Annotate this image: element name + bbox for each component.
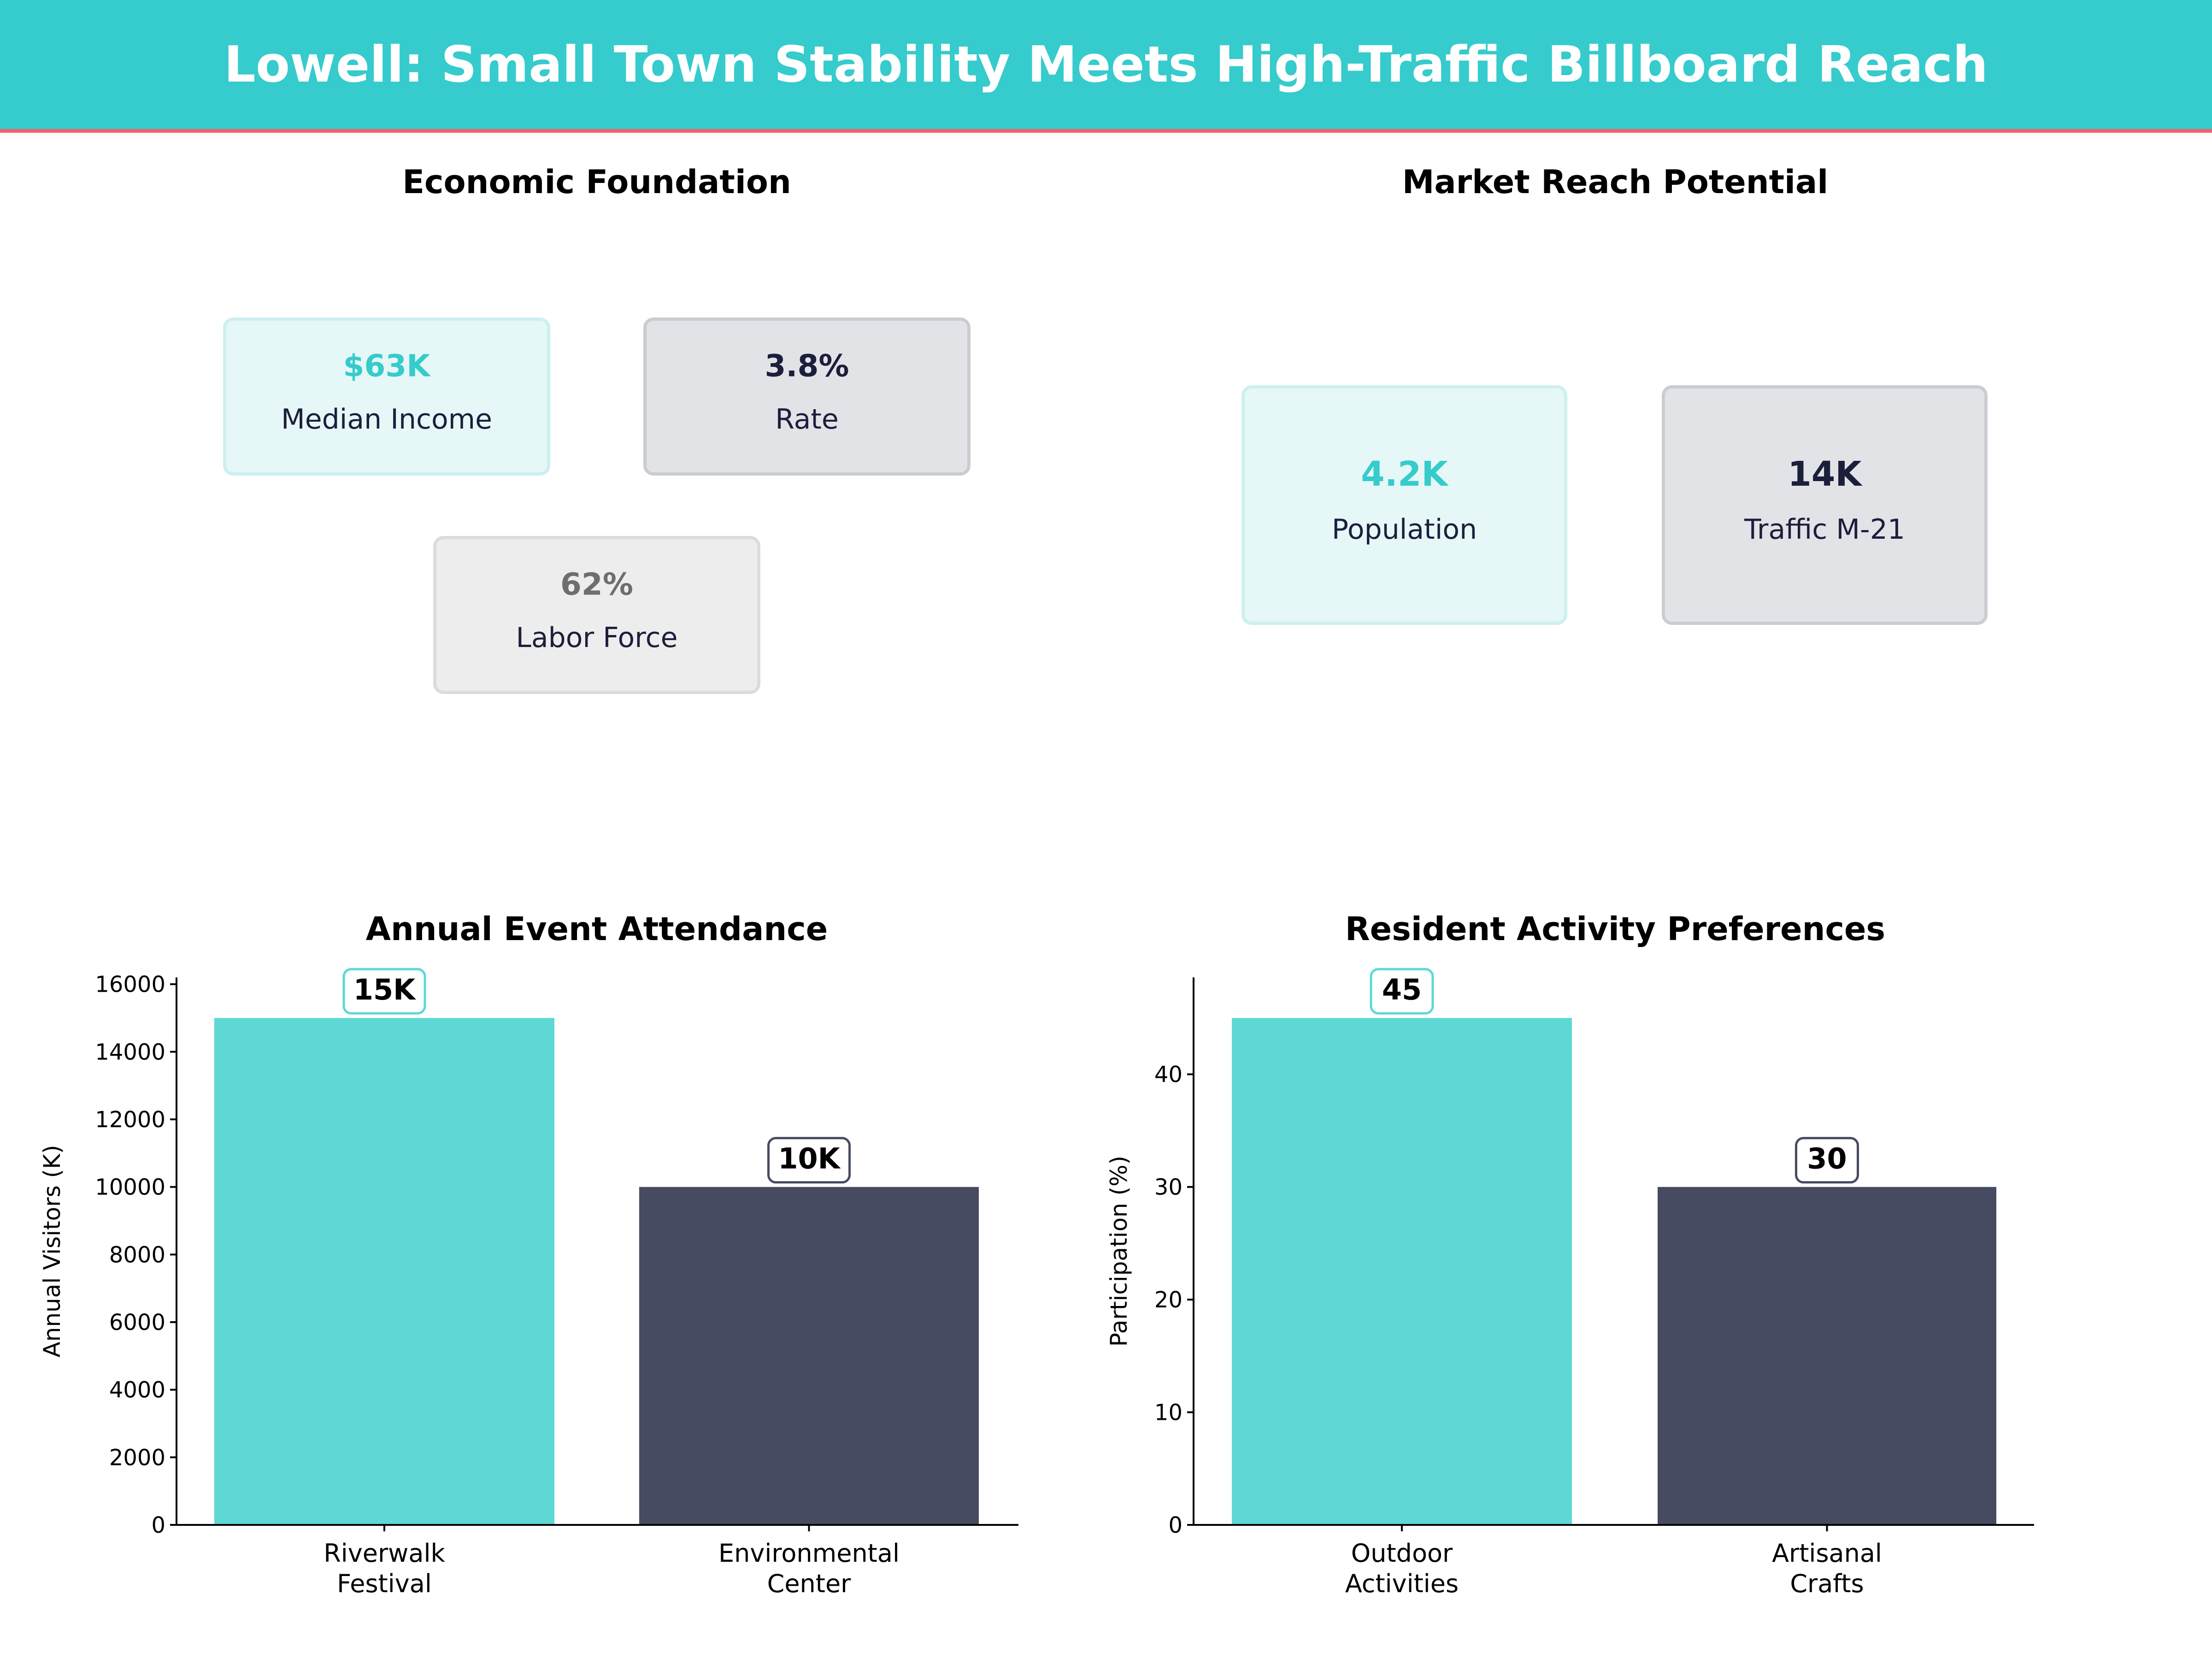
x-tick-label: Crafts [1790, 1569, 1864, 1598]
header-banner: Lowell: Small Town Stability Meets High-… [0, 0, 2212, 133]
y-tick-label: 10000 [95, 1175, 165, 1200]
page-title: Lowell: Small Town Stability Meets High-… [224, 35, 1988, 94]
y-tick-label: 30 [1154, 1175, 1182, 1200]
population-card: 4.2K Population [1241, 385, 1567, 625]
economic-foundation-title: Economic Foundation [402, 163, 791, 201]
card-label: Traffic M-21 [1744, 513, 1906, 546]
y-tick-label: 12000 [95, 1107, 165, 1133]
bar [214, 1018, 554, 1525]
data-label: 45 [1382, 973, 1422, 1006]
x-tick-label: Environmental [718, 1539, 900, 1568]
chart-title: Annual Event Attendance [366, 910, 828, 948]
bar [1232, 1018, 1572, 1525]
card-value: 4.2K [1361, 454, 1448, 494]
y-tick-label: 0 [151, 1512, 165, 1538]
card-value: $63K [343, 348, 430, 384]
x-tick-label: Center [767, 1569, 852, 1598]
data-label-box [767, 1137, 851, 1184]
y-tick-label: 40 [1154, 1062, 1182, 1088]
rate-card: 3.8% Rate [643, 318, 971, 476]
card-label: Population [1331, 513, 1477, 546]
card-value: 62% [560, 566, 633, 602]
data-label-box [1370, 968, 1434, 1015]
x-tick-label: Festival [337, 1569, 432, 1598]
data-label: 10K [778, 1142, 841, 1176]
y-tick-label: 10 [1154, 1400, 1182, 1426]
y-axis-label: Annual Visitors (K) [39, 1145, 65, 1357]
bar [1658, 1187, 1996, 1525]
y-tick-label: 2000 [109, 1445, 165, 1471]
y-tick-label: 0 [1168, 1512, 1182, 1538]
chart-title: Resident Activity Preferences [1345, 910, 1885, 948]
card-label: Rate [775, 403, 839, 435]
card-label: Labor Force [516, 622, 678, 654]
y-tick-label: 14000 [95, 1039, 165, 1065]
y-tick-label: 16000 [95, 972, 165, 998]
y-tick-label: 4000 [109, 1377, 165, 1403]
y-tick-label: 6000 [109, 1310, 165, 1335]
traffic-card: 14K Traffic M-21 [1662, 385, 1988, 625]
data-label: 15K [353, 973, 416, 1006]
market-reach-title: Market Reach Potential [1402, 163, 1829, 201]
y-axis-label: Participation (%) [1106, 1156, 1132, 1347]
data-label: 30 [1807, 1142, 1847, 1176]
card-value: 3.8% [765, 348, 849, 384]
labor-force-card: 62% Labor Force [433, 536, 760, 694]
x-tick-label: Activities [1345, 1569, 1459, 1598]
x-tick-label: Artisanal [1772, 1539, 1882, 1568]
y-tick-label: 20 [1154, 1287, 1182, 1313]
data-label-box [1795, 1137, 1859, 1184]
x-tick-label: Outdoor [1351, 1539, 1453, 1568]
y-tick-label: 8000 [109, 1242, 165, 1268]
bar [639, 1187, 979, 1525]
median-income-card: $63K Median Income [223, 318, 550, 476]
card-value: 14K [1788, 454, 1862, 494]
x-tick-label: Riverwalk [324, 1539, 445, 1568]
card-label: Median Income [281, 403, 493, 435]
data-label-box [342, 968, 426, 1015]
